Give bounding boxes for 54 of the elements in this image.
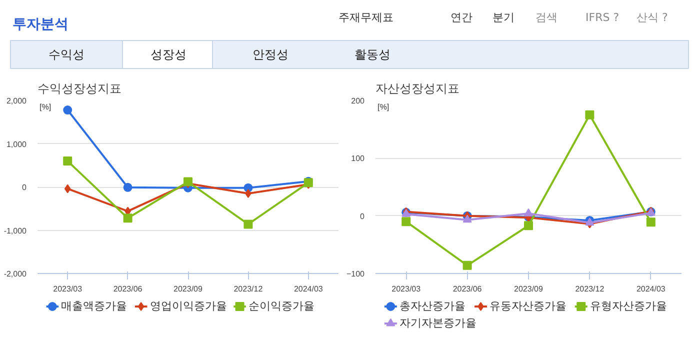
- text: 주재무제표: [338, 11, 394, 24]
- legend-label: 총자산증가율: [400, 300, 466, 312]
- point: [524, 221, 533, 230]
- point: [123, 214, 132, 223]
- point: [462, 214, 472, 223]
- point: [585, 110, 594, 120]
- text: 산식 ?: [636, 11, 668, 24]
- x-tick-label: 2023/12: [234, 284, 264, 294]
- text: 연간: [450, 11, 472, 24]
- point: [244, 220, 253, 229]
- legend-label: 유형자산증가율: [590, 300, 668, 312]
- text: 안정성: [252, 48, 288, 62]
- text: 투자분석: [12, 16, 68, 32]
- x-tick-label: 2023/06: [113, 284, 143, 294]
- x-tick-label: 2023/03: [392, 284, 422, 294]
- point: [63, 106, 72, 115]
- text: 성장성: [150, 48, 186, 62]
- text: 수익성: [48, 48, 84, 62]
- y-tick-label: 2,000: [6, 96, 28, 106]
- x-tick-label: 2024/03: [294, 284, 324, 294]
- x-tick-label: 2023/06: [452, 284, 482, 294]
- point: [402, 217, 411, 226]
- x-tick-label: 2024/03: [636, 284, 666, 294]
- y-axis-title: [%]: [378, 102, 390, 112]
- y-tick-label: 200: [351, 96, 366, 106]
- x-tick-label: 2023/09: [174, 284, 204, 294]
- point: [64, 184, 71, 194]
- y-tick-label: -1,000: [4, 226, 28, 236]
- chart-title: 수익성장성지표: [38, 82, 122, 96]
- point: [646, 218, 656, 227]
- x-tick-label: 2023/09: [514, 284, 544, 294]
- text: 분기: [492, 11, 514, 24]
- x-tick-label: 2023/03: [53, 284, 83, 294]
- y-tick-label: 100: [351, 154, 366, 164]
- y-tick-label: 0: [22, 183, 28, 192]
- y-tick-label: −100: [346, 270, 366, 278]
- legend-label: 매출액증가율: [61, 300, 128, 312]
- y-tick-label: -2,000: [4, 270, 28, 278]
- x-tick-label: 2023/12: [575, 284, 605, 294]
- point: [123, 182, 132, 192]
- y-tick-label: 0: [360, 212, 366, 221]
- point: [524, 208, 533, 216]
- point: [63, 156, 72, 166]
- y-tick-label: 1,000: [6, 140, 28, 149]
- point: [462, 260, 472, 270]
- legend-label: 순이익증가율: [248, 300, 315, 312]
- text: 검색: [536, 11, 558, 24]
- text: 활동성: [354, 48, 390, 62]
- y-axis-title: [%]: [40, 102, 52, 112]
- chart-title: 자산성장성지표: [376, 82, 460, 96]
- legend-label: 영업이익증가율: [150, 300, 227, 312]
- text: IFRS ?: [586, 11, 620, 24]
- legend-label: 자기자본증가율: [400, 318, 477, 330]
- legend-label: 유동자산증가율: [490, 300, 567, 312]
